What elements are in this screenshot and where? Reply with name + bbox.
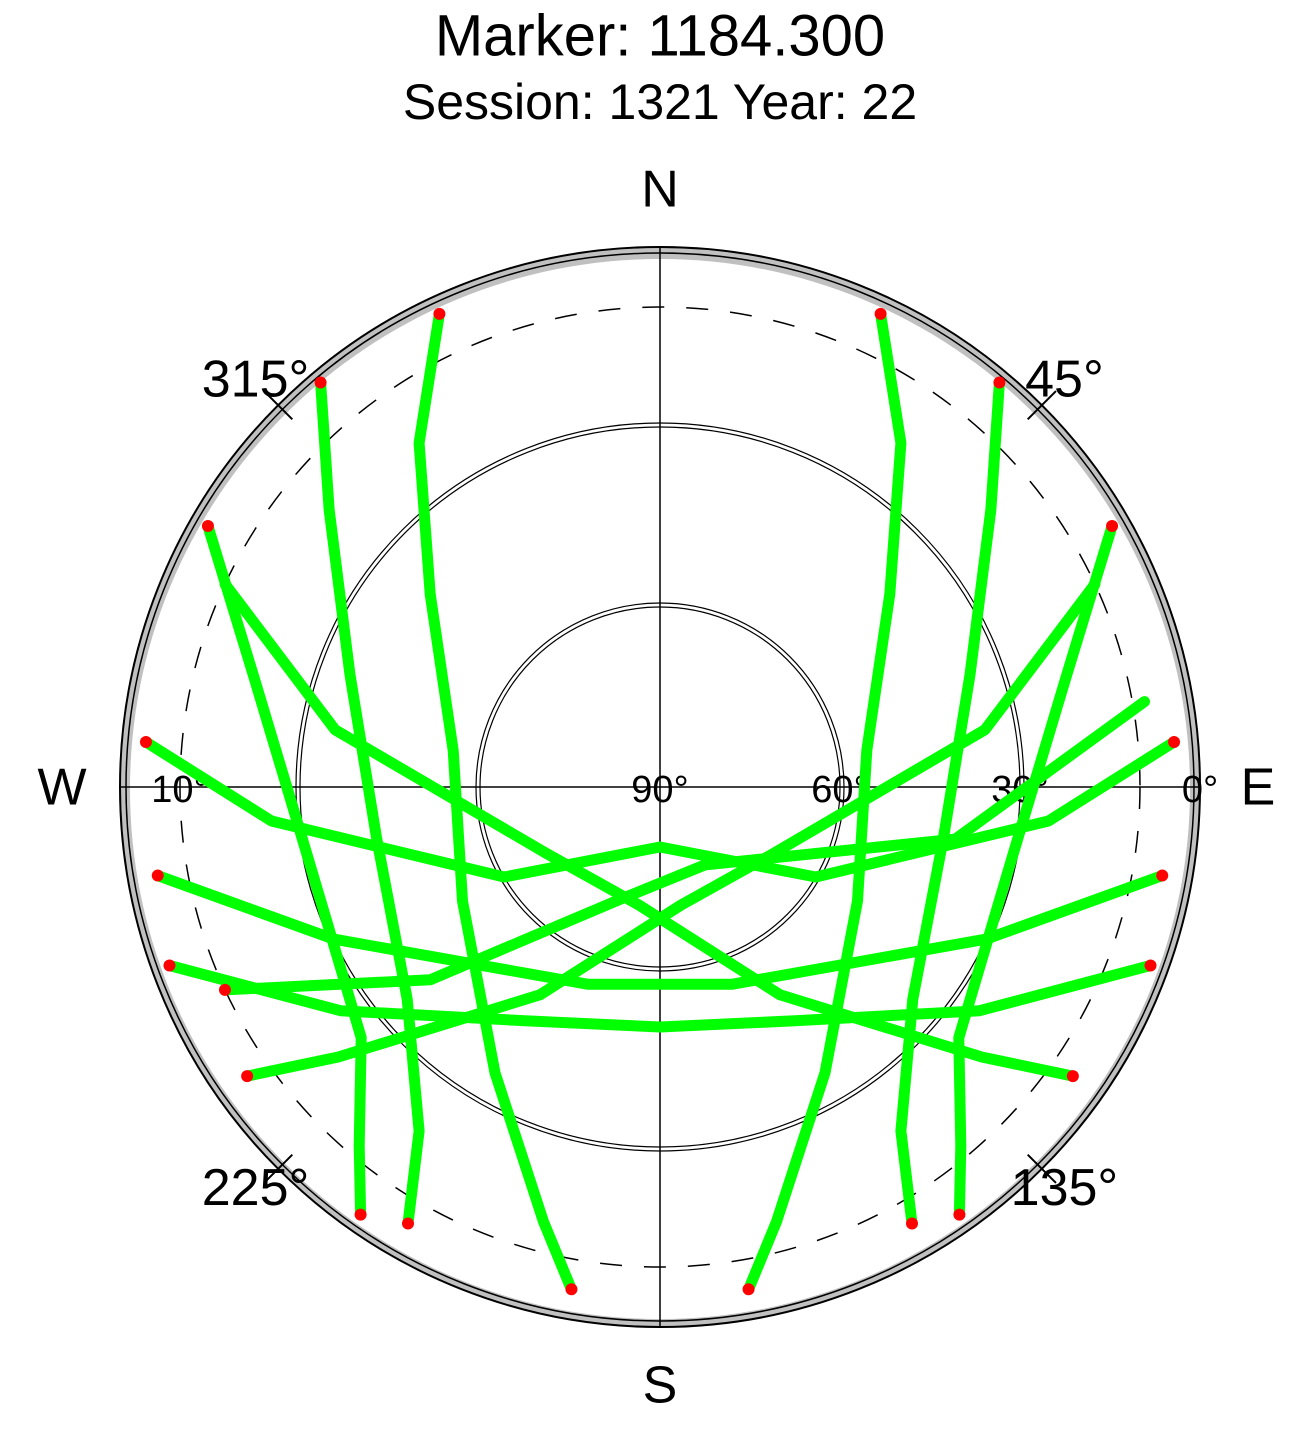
azimuth-label: 45°: [1025, 350, 1104, 408]
low-elevation-point: [1106, 520, 1119, 532]
low-elevation-point: [1144, 959, 1157, 972]
direction-label: E: [1241, 759, 1276, 817]
direction-label: S: [643, 1357, 678, 1415]
satellite-track: [413, 308, 577, 1295]
elevation-label: 0°: [1182, 769, 1218, 811]
elevation-mask: [179, 306, 1141, 1268]
low-elevation-point: [1168, 736, 1181, 749]
azimuth-tick: [1026, 390, 1057, 421]
low-elevation-point: [742, 1283, 755, 1296]
low-elevation-point: [354, 1208, 367, 1221]
satellite-track: [241, 578, 1101, 1082]
azimuth-tick: [263, 1153, 294, 1184]
satellite-track: [140, 736, 1180, 883]
azimuth-label: 225°: [202, 1159, 310, 1217]
chart-subtitle: Session: 1321 Year: 22: [403, 74, 917, 130]
low-elevation-point: [906, 1217, 918, 1230]
low-elevation-point: [874, 307, 887, 320]
low-elevation-point: [139, 736, 152, 749]
elevation-ring: [475, 602, 845, 972]
direction-label: N: [641, 161, 679, 219]
satellite-track: [315, 377, 425, 1229]
chart-title: Marker: 1184.300: [435, 3, 885, 68]
low-elevation-point: [218, 983, 231, 996]
low-elevation-point: [314, 376, 327, 389]
low-elevation-point: [1066, 1070, 1079, 1083]
low-elevation-point: [201, 520, 214, 532]
elevation-ring: [479, 606, 841, 968]
satellite-track: [152, 870, 1168, 990]
low-elevation-point: [402, 1217, 414, 1230]
elevation-label: 90°: [631, 769, 688, 811]
satellite-track: [219, 696, 1150, 996]
azimuth-label: 315°: [202, 350, 310, 408]
low-elevation-point: [565, 1283, 578, 1296]
low-elevation-point: [163, 959, 176, 972]
azimuth-tick: [263, 390, 294, 421]
low-elevation-point: [993, 376, 1006, 389]
low-elevation-point: [1156, 869, 1169, 882]
low-elevation-point: [241, 1070, 254, 1083]
satellite-track: [743, 308, 907, 1295]
low-elevation-point: [151, 869, 164, 882]
satellite-track: [164, 960, 1156, 1033]
satellite-track: [219, 578, 1079, 1082]
azimuth-label: 135°: [1011, 1159, 1119, 1217]
direction-label: W: [37, 759, 86, 817]
azimuth-tick: [1026, 1153, 1057, 1184]
low-elevation-point: [953, 1208, 966, 1221]
low-elevation-point: [433, 307, 446, 320]
